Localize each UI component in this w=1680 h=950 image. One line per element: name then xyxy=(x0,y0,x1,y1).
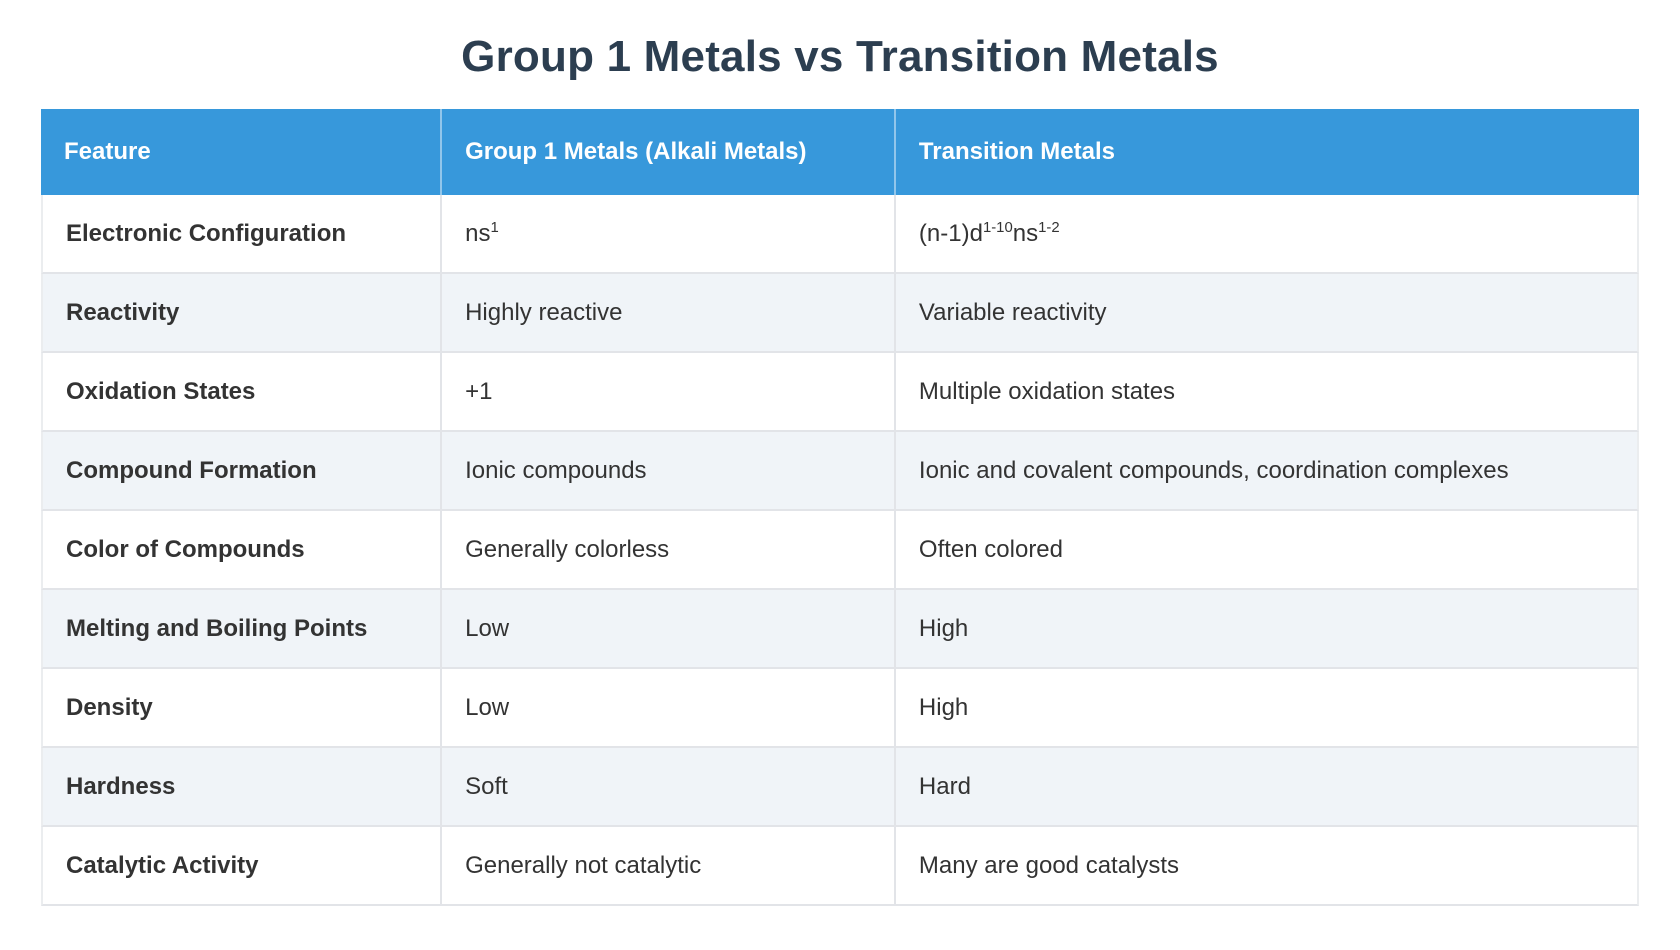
page-title: Group 1 Metals vs Transition Metals xyxy=(461,32,1219,81)
cell-text: ns xyxy=(1012,219,1039,247)
table-row: Electronic Configuration ns1 (n-1)d1-10ns1… xyxy=(41,195,1639,274)
cell-text: Often colored xyxy=(918,535,1064,563)
transition-metals-cell: Variable reactivity xyxy=(895,274,1639,353)
group1-metals-cell: +1 xyxy=(442,353,896,432)
feature-cell: Oxidation States xyxy=(41,353,443,432)
transition-metals-cell: Many are good catalysts xyxy=(895,827,1639,906)
transition-metals-cell: High xyxy=(895,590,1639,669)
cell-text: High xyxy=(918,693,969,721)
table-row: Hardness Soft Hard xyxy=(41,748,1639,827)
transition-metals-cell: High xyxy=(895,669,1639,748)
cell-text: Low xyxy=(465,614,510,642)
cell-text: Low xyxy=(465,693,510,721)
transition-metals-cell: (n-1)d1-10ns1-2 xyxy=(895,195,1639,274)
table-row: Catalytic Activity Generally not catalyti… xyxy=(41,827,1639,906)
cell-text: +1 xyxy=(465,377,493,405)
cell-text: High xyxy=(918,614,969,642)
cell-text: Multiple oxidation states xyxy=(918,377,1176,405)
table-row: Density Low High xyxy=(41,669,1639,748)
cell-text: Hard xyxy=(918,772,971,800)
group1-metals-cell: Low xyxy=(442,590,896,669)
cell-text: Variable reactivity xyxy=(918,298,1107,326)
superscript-text: 1 xyxy=(490,219,499,236)
feature-cell: Hardness xyxy=(41,748,443,827)
table-row: Oxidation States +1 Multiple oxidation sta… xyxy=(41,353,1639,432)
header-group1-metals: Group 1 Metals (Alkali Metals) xyxy=(442,109,896,195)
comparison-table: Feature Group 1 Metals (Alkali Metals) T… xyxy=(41,109,1639,906)
header-feature: Feature xyxy=(41,109,443,195)
cell-text: Generally colorless xyxy=(465,535,670,563)
group1-metals-cell: Generally not catalytic xyxy=(442,827,896,906)
cell-text: Ionic and covalent compounds, coordinati… xyxy=(918,456,1509,484)
table-row: Color of Compounds Generally colorless Oft… xyxy=(41,511,1639,590)
table-body: Electronic Configuration ns1 (n-1)d1-10ns1… xyxy=(41,195,1639,906)
table-header-row: Feature Group 1 Metals (Alkali Metals) T… xyxy=(41,109,1639,195)
header-transition-metals: Transition Metals xyxy=(895,109,1639,195)
cell-text: Generally not catalytic xyxy=(465,851,702,879)
table-row: Melting and Boiling Points Low High xyxy=(41,590,1639,669)
cell-text: Soft xyxy=(465,772,508,800)
cell-text: (n-1)d xyxy=(918,219,983,247)
group1-metals-cell: ns1 xyxy=(442,195,896,274)
cell-text: Highly reactive xyxy=(465,298,623,326)
feature-cell: Catalytic Activity xyxy=(41,827,443,906)
superscript-text: 1-10 xyxy=(982,219,1013,236)
group1-metals-cell: Highly reactive xyxy=(442,274,896,353)
cell-text: Many are good catalysts xyxy=(918,851,1180,879)
cell-text: ns xyxy=(465,219,491,247)
group1-metals-cell: Ionic compounds xyxy=(442,432,896,511)
feature-cell: Reactivity xyxy=(41,274,443,353)
feature-cell: Compound Formation xyxy=(41,432,443,511)
feature-cell: Color of Compounds xyxy=(41,511,443,590)
group1-metals-cell: Generally colorless xyxy=(442,511,896,590)
transition-metals-cell: Often colored xyxy=(895,511,1639,590)
feature-cell: Density xyxy=(41,669,443,748)
table-row: Reactivity Highly reactive Variable reacti… xyxy=(41,274,1639,353)
group1-metals-cell: Soft xyxy=(442,748,896,827)
table-row: Compound Formation Ionic compounds Ionic a… xyxy=(41,432,1639,511)
transition-metals-cell: Hard xyxy=(895,748,1639,827)
cell-text: Ionic compounds xyxy=(465,456,647,484)
superscript-text: 1-2 xyxy=(1038,219,1060,236)
feature-cell: Electronic Configuration xyxy=(41,195,443,274)
transition-metals-cell: Multiple oxidation states xyxy=(895,353,1639,432)
transition-metals-cell: Ionic and covalent compounds, coordinati… xyxy=(895,432,1639,511)
group1-metals-cell: Low xyxy=(442,669,896,748)
feature-cell: Melting and Boiling Points xyxy=(41,590,443,669)
